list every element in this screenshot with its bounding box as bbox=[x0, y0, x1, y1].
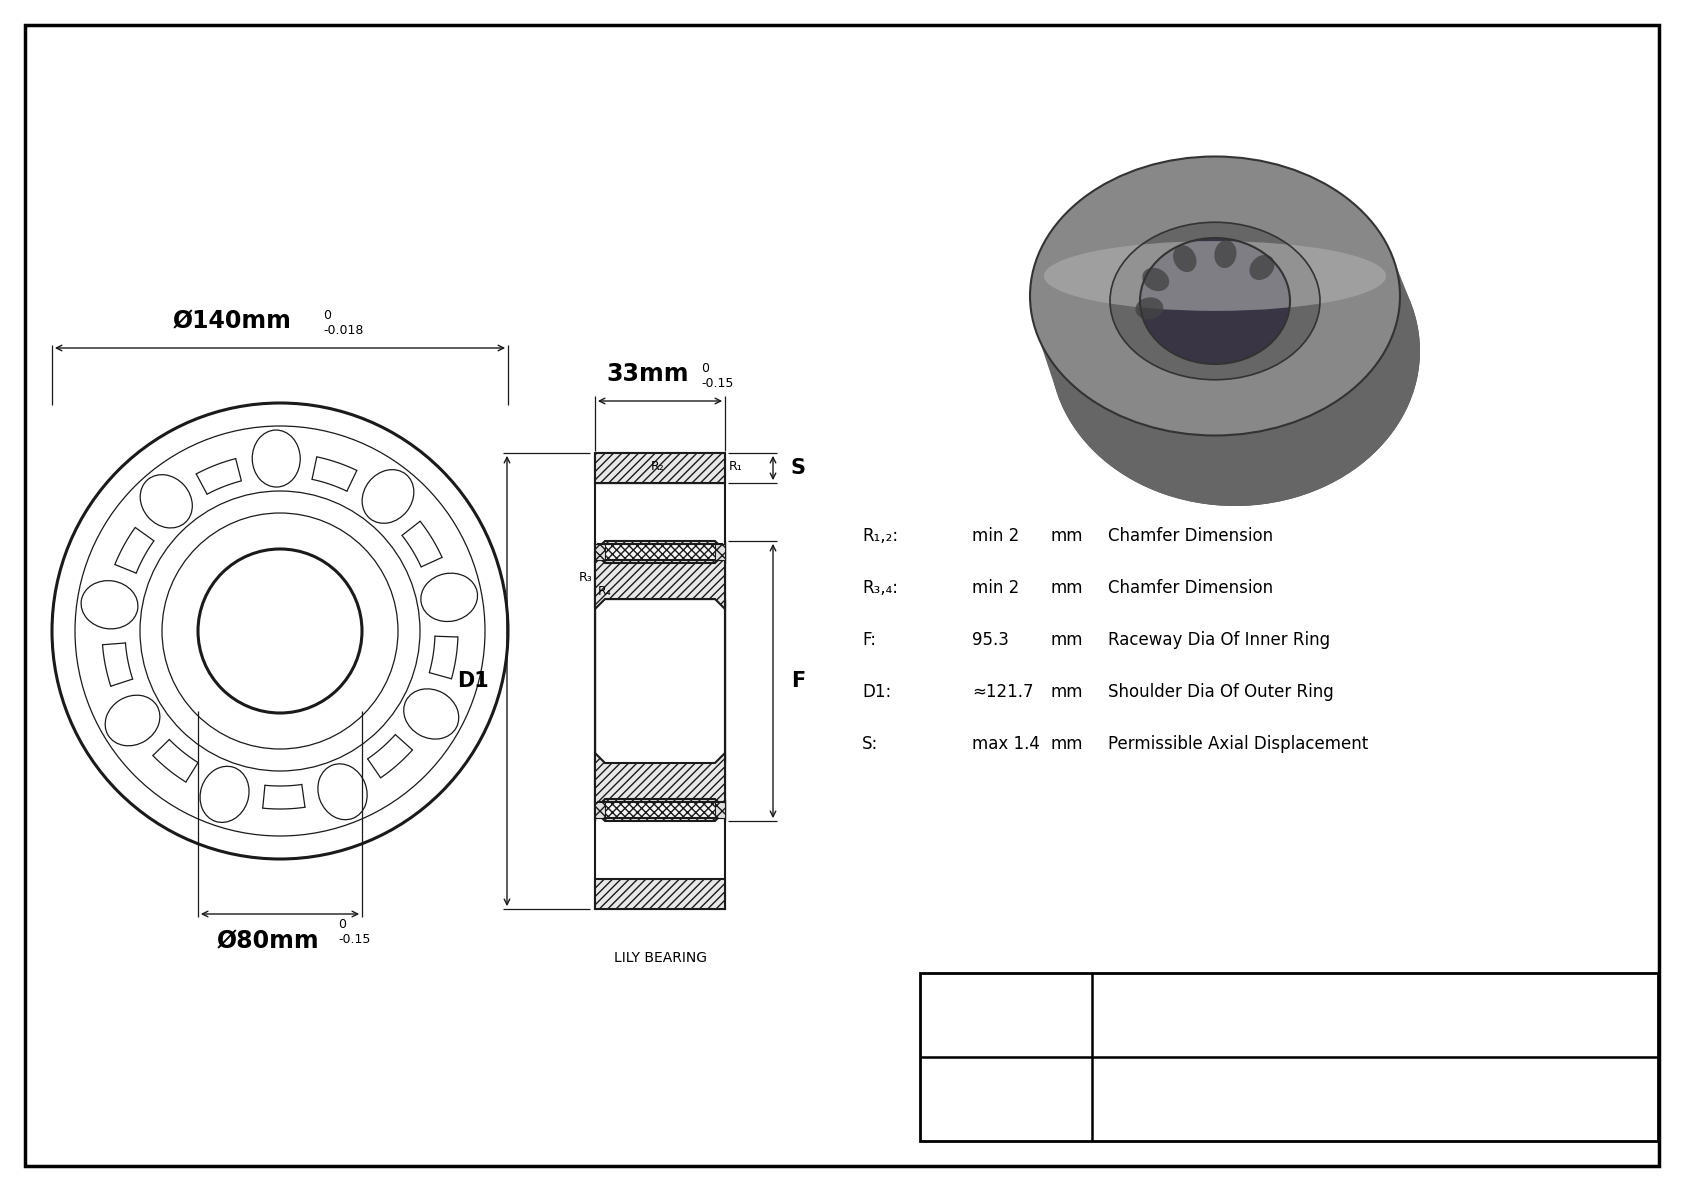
Text: R₃,₄:: R₃,₄: bbox=[862, 579, 898, 597]
Polygon shape bbox=[716, 802, 726, 818]
Polygon shape bbox=[716, 544, 726, 560]
Text: mm: mm bbox=[1051, 735, 1083, 753]
Polygon shape bbox=[594, 799, 726, 821]
Text: mm: mm bbox=[1051, 682, 1083, 701]
Text: 95.3: 95.3 bbox=[972, 631, 1009, 649]
Polygon shape bbox=[594, 553, 726, 609]
Text: S: S bbox=[791, 459, 807, 478]
Text: 0: 0 bbox=[323, 308, 332, 322]
Polygon shape bbox=[594, 753, 726, 809]
Text: mm: mm bbox=[1051, 631, 1083, 649]
Polygon shape bbox=[594, 544, 605, 560]
Text: mm: mm bbox=[1051, 579, 1083, 597]
Text: -0.15: -0.15 bbox=[338, 933, 370, 946]
Text: D1:: D1: bbox=[862, 682, 891, 701]
Ellipse shape bbox=[1250, 255, 1275, 280]
Text: SHANGHAI LILY BEARING LIMITED: SHANGHAI LILY BEARING LIMITED bbox=[1206, 993, 1544, 1011]
Text: Ø80mm: Ø80mm bbox=[217, 929, 320, 953]
Text: S:: S: bbox=[862, 735, 879, 753]
Polygon shape bbox=[598, 802, 722, 818]
Text: R₂: R₂ bbox=[652, 460, 665, 473]
Text: F:: F: bbox=[862, 631, 876, 649]
Text: Email: lilybearing@lily-bearing.com: Email: lilybearing@lily-bearing.com bbox=[1239, 1019, 1511, 1035]
Text: min 2: min 2 bbox=[972, 526, 1019, 545]
Text: min 2: min 2 bbox=[972, 579, 1019, 597]
Text: R₁: R₁ bbox=[729, 460, 743, 473]
Ellipse shape bbox=[1110, 223, 1320, 380]
Ellipse shape bbox=[1140, 238, 1290, 364]
Text: -0.018: -0.018 bbox=[323, 324, 364, 337]
Text: LILY BEARING: LILY BEARING bbox=[613, 950, 707, 965]
Polygon shape bbox=[598, 544, 722, 560]
Text: Chamfer Dimension: Chamfer Dimension bbox=[1108, 526, 1273, 545]
Text: Ø140mm: Ø140mm bbox=[172, 308, 291, 333]
Text: ≈121.7: ≈121.7 bbox=[972, 682, 1034, 701]
Text: R₃: R₃ bbox=[578, 570, 593, 584]
Ellipse shape bbox=[1135, 298, 1164, 319]
Text: R₄: R₄ bbox=[598, 585, 611, 598]
Ellipse shape bbox=[1142, 268, 1169, 291]
Text: max 1.4: max 1.4 bbox=[972, 735, 1041, 753]
Polygon shape bbox=[594, 453, 726, 484]
Text: Permissible Axial Displacement: Permissible Axial Displacement bbox=[1108, 735, 1367, 753]
Ellipse shape bbox=[1214, 241, 1236, 268]
Text: -0.15: -0.15 bbox=[701, 378, 733, 389]
Ellipse shape bbox=[1051, 197, 1420, 506]
Polygon shape bbox=[1039, 252, 1420, 506]
Text: R₁,₂:: R₁,₂: bbox=[862, 526, 898, 545]
Text: Raceway Dia Of Inner Ring: Raceway Dia Of Inner Ring bbox=[1108, 631, 1330, 649]
Text: LILY: LILY bbox=[935, 989, 1058, 1042]
Ellipse shape bbox=[1174, 245, 1197, 272]
Text: 33mm: 33mm bbox=[606, 362, 689, 386]
Text: Part
Number: Part Number bbox=[973, 1079, 1039, 1118]
Polygon shape bbox=[594, 541, 726, 563]
Text: 0: 0 bbox=[701, 362, 709, 375]
Text: D1: D1 bbox=[458, 671, 488, 691]
Polygon shape bbox=[594, 802, 605, 818]
Text: NU 2216 ECM Cylindrical Roller Bearings: NU 2216 ECM Cylindrical Roller Bearings bbox=[1192, 1090, 1558, 1108]
Text: mm: mm bbox=[1051, 526, 1083, 545]
Ellipse shape bbox=[1140, 238, 1290, 364]
Text: Shoulder Dia Of Outer Ring: Shoulder Dia Of Outer Ring bbox=[1108, 682, 1334, 701]
Text: Chamfer Dimension: Chamfer Dimension bbox=[1108, 579, 1273, 597]
Ellipse shape bbox=[1044, 241, 1386, 311]
Text: 0: 0 bbox=[338, 918, 345, 931]
Polygon shape bbox=[594, 879, 726, 909]
Text: ®: ® bbox=[1039, 983, 1058, 1002]
Ellipse shape bbox=[1031, 156, 1399, 436]
Text: F: F bbox=[791, 671, 805, 691]
Bar bbox=[919, 973, 1659, 1141]
